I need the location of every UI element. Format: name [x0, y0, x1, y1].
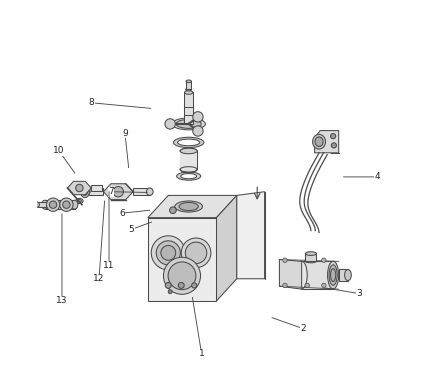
Bar: [133, 188, 150, 196]
Circle shape: [60, 198, 73, 211]
Ellipse shape: [151, 236, 185, 270]
Ellipse shape: [42, 200, 48, 209]
Circle shape: [168, 290, 172, 294]
Circle shape: [193, 112, 203, 122]
Bar: [148, 218, 216, 301]
Ellipse shape: [163, 257, 201, 294]
Ellipse shape: [181, 238, 211, 268]
Polygon shape: [315, 130, 339, 153]
Text: 8: 8: [89, 98, 95, 107]
Ellipse shape: [178, 139, 200, 146]
Circle shape: [47, 198, 60, 211]
Ellipse shape: [80, 186, 89, 198]
Circle shape: [305, 258, 309, 262]
Ellipse shape: [180, 167, 197, 172]
Circle shape: [283, 283, 287, 288]
Ellipse shape: [315, 137, 323, 147]
Circle shape: [165, 119, 175, 129]
Circle shape: [330, 133, 336, 139]
Text: 6: 6: [119, 209, 125, 218]
Polygon shape: [237, 192, 265, 279]
Ellipse shape: [161, 246, 176, 260]
Bar: [87, 188, 103, 196]
Ellipse shape: [329, 265, 337, 285]
Text: 1: 1: [199, 349, 205, 358]
Circle shape: [321, 258, 326, 262]
Ellipse shape: [78, 200, 81, 202]
Ellipse shape: [75, 184, 83, 192]
Ellipse shape: [172, 118, 205, 130]
Polygon shape: [67, 181, 91, 195]
Text: 5: 5: [128, 225, 134, 234]
Bar: [184, 92, 193, 124]
Ellipse shape: [168, 262, 196, 290]
Text: 10: 10: [53, 147, 65, 155]
Ellipse shape: [186, 88, 192, 91]
Ellipse shape: [147, 188, 153, 196]
Circle shape: [193, 126, 203, 136]
Circle shape: [321, 283, 326, 288]
Text: 3: 3: [356, 289, 362, 298]
Bar: [38, 202, 46, 207]
Ellipse shape: [185, 242, 207, 264]
Bar: [91, 185, 103, 191]
Text: 13: 13: [56, 297, 68, 305]
Text: 7: 7: [108, 187, 114, 196]
Circle shape: [165, 282, 171, 288]
Circle shape: [283, 258, 287, 262]
Text: 2: 2: [301, 324, 306, 333]
Bar: [45, 200, 75, 209]
Circle shape: [178, 282, 184, 288]
Circle shape: [63, 201, 70, 208]
Ellipse shape: [305, 252, 317, 255]
Ellipse shape: [71, 200, 78, 209]
Ellipse shape: [328, 261, 339, 289]
Ellipse shape: [75, 199, 83, 203]
Ellipse shape: [174, 137, 204, 148]
Bar: [301, 261, 333, 289]
Ellipse shape: [345, 270, 351, 280]
Ellipse shape: [180, 148, 197, 154]
Ellipse shape: [36, 202, 40, 207]
Text: 11: 11: [103, 261, 115, 270]
Polygon shape: [103, 184, 133, 200]
Ellipse shape: [113, 186, 123, 197]
Text: 9: 9: [122, 129, 128, 138]
Ellipse shape: [181, 174, 197, 179]
Ellipse shape: [180, 148, 197, 154]
Bar: [180, 151, 197, 170]
Bar: [186, 81, 191, 89]
Ellipse shape: [82, 188, 87, 196]
Ellipse shape: [175, 201, 202, 212]
Ellipse shape: [176, 120, 201, 128]
Polygon shape: [216, 196, 237, 301]
Ellipse shape: [177, 172, 201, 180]
Circle shape: [170, 207, 176, 214]
Polygon shape: [148, 196, 237, 218]
Ellipse shape: [83, 188, 90, 196]
Ellipse shape: [186, 80, 191, 83]
Bar: [339, 270, 348, 280]
Ellipse shape: [313, 134, 325, 149]
Bar: [305, 253, 317, 261]
Circle shape: [331, 143, 337, 148]
Circle shape: [49, 201, 57, 208]
Text: 12: 12: [93, 274, 105, 283]
Circle shape: [305, 283, 309, 288]
Ellipse shape: [179, 202, 198, 211]
Polygon shape: [279, 259, 301, 289]
Ellipse shape: [156, 241, 180, 265]
Ellipse shape: [330, 268, 336, 282]
Ellipse shape: [185, 91, 193, 94]
Ellipse shape: [296, 261, 307, 289]
Text: 4: 4: [375, 172, 381, 181]
Ellipse shape: [305, 259, 317, 263]
Circle shape: [192, 283, 197, 288]
